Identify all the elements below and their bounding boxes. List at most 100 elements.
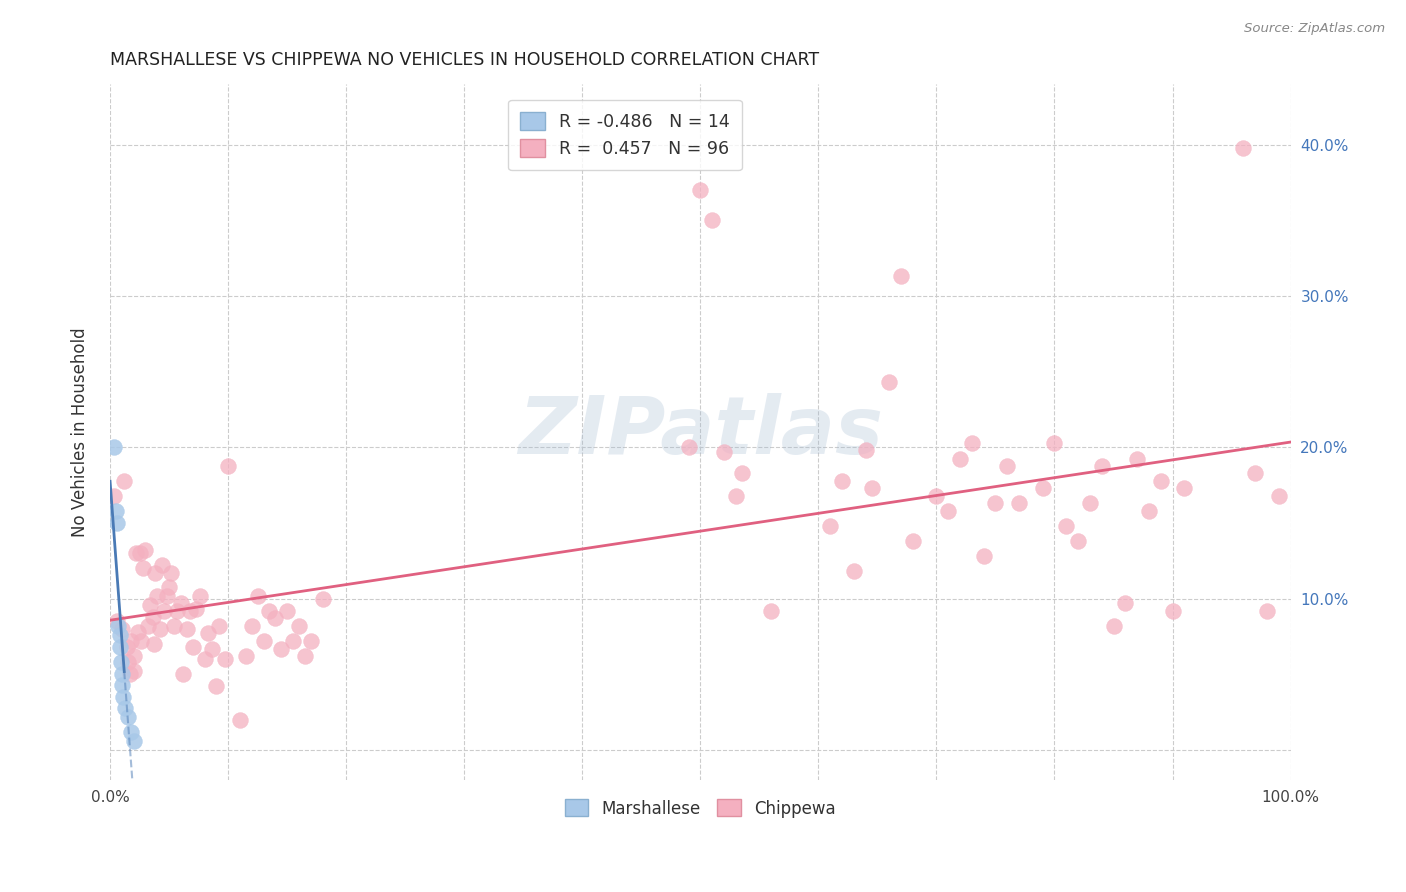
Point	[104, 504, 127, 518]
Point	[111, 622, 134, 636]
Point	[156, 589, 179, 603]
Point	[117, 710, 139, 724]
Point	[176, 622, 198, 636]
Point	[1126, 452, 1149, 467]
Point	[235, 649, 257, 664]
Point	[115, 640, 138, 654]
Text: Source: ZipAtlas.com: Source: ZipAtlas.com	[1244, 22, 1385, 36]
Point	[179, 604, 201, 618]
Point	[136, 619, 159, 633]
Point	[860, 481, 883, 495]
Point	[299, 634, 322, 648]
Point	[139, 598, 162, 612]
Point	[1268, 489, 1291, 503]
Point	[125, 546, 148, 560]
Point	[759, 604, 782, 618]
Point	[107, 619, 129, 633]
Point	[724, 489, 747, 503]
Text: ZIPatlas: ZIPatlas	[517, 393, 883, 471]
Point	[1173, 481, 1195, 495]
Point	[973, 549, 995, 564]
Point	[163, 619, 186, 633]
Legend: Marshallese, Chippewa: Marshallese, Chippewa	[558, 793, 842, 824]
Point	[188, 589, 211, 603]
Point	[288, 619, 311, 633]
Point	[117, 655, 139, 669]
Point	[246, 589, 269, 603]
Point	[105, 615, 128, 629]
Point	[294, 649, 316, 664]
Point	[240, 619, 263, 633]
Point	[112, 474, 135, 488]
Point	[122, 734, 145, 748]
Point	[877, 376, 900, 390]
Point	[984, 496, 1007, 510]
Point	[103, 489, 125, 503]
Point	[901, 534, 924, 549]
Point	[311, 591, 333, 606]
Point	[1008, 496, 1031, 510]
Point	[1091, 458, 1114, 473]
Point	[166, 604, 188, 618]
Point	[208, 619, 231, 633]
Point	[259, 604, 281, 618]
Point	[122, 665, 145, 679]
Point	[949, 452, 972, 467]
Y-axis label: No Vehicles in Household: No Vehicles in Household	[72, 327, 89, 537]
Point	[1102, 619, 1125, 633]
Point	[855, 443, 877, 458]
Point	[105, 516, 128, 530]
Point	[112, 690, 135, 704]
Point	[678, 441, 700, 455]
Point	[200, 641, 222, 656]
Point	[831, 474, 853, 488]
Point	[995, 458, 1018, 473]
Point	[1256, 604, 1278, 618]
Point	[146, 589, 169, 603]
Point	[128, 546, 150, 560]
Point	[181, 640, 204, 654]
Point	[134, 543, 156, 558]
Point	[150, 558, 173, 573]
Point	[142, 637, 165, 651]
Point	[1161, 604, 1184, 618]
Point	[252, 634, 274, 648]
Text: MARSHALLESE VS CHIPPEWA NO VEHICLES IN HOUSEHOLD CORRELATION CHART: MARSHALLESE VS CHIPPEWA NO VEHICLES IN H…	[110, 51, 820, 69]
Point	[1232, 141, 1254, 155]
Point	[960, 435, 983, 450]
Point	[1244, 466, 1267, 480]
Point	[172, 667, 194, 681]
Point	[702, 213, 724, 227]
Point	[276, 604, 298, 618]
Point	[129, 634, 152, 648]
Point	[1078, 496, 1101, 510]
Point	[122, 649, 145, 664]
Point	[1032, 481, 1054, 495]
Point	[281, 634, 304, 648]
Point	[186, 602, 208, 616]
Point	[143, 566, 166, 580]
Point	[689, 183, 711, 197]
Point	[1114, 596, 1136, 610]
Point	[108, 640, 131, 654]
Point	[842, 565, 865, 579]
Point	[142, 610, 165, 624]
Point	[157, 580, 180, 594]
Point	[170, 596, 193, 610]
Point	[925, 489, 948, 503]
Point	[149, 622, 172, 636]
Point	[936, 504, 959, 518]
Point	[229, 713, 252, 727]
Point	[103, 441, 125, 455]
Point	[730, 466, 752, 480]
Point	[111, 667, 134, 681]
Point	[110, 655, 132, 669]
Point	[1043, 435, 1066, 450]
Point	[264, 611, 287, 625]
Point	[1137, 504, 1160, 518]
Point	[108, 628, 131, 642]
Point	[132, 561, 155, 575]
Point	[193, 652, 215, 666]
Point	[114, 700, 136, 714]
Point	[270, 641, 292, 656]
